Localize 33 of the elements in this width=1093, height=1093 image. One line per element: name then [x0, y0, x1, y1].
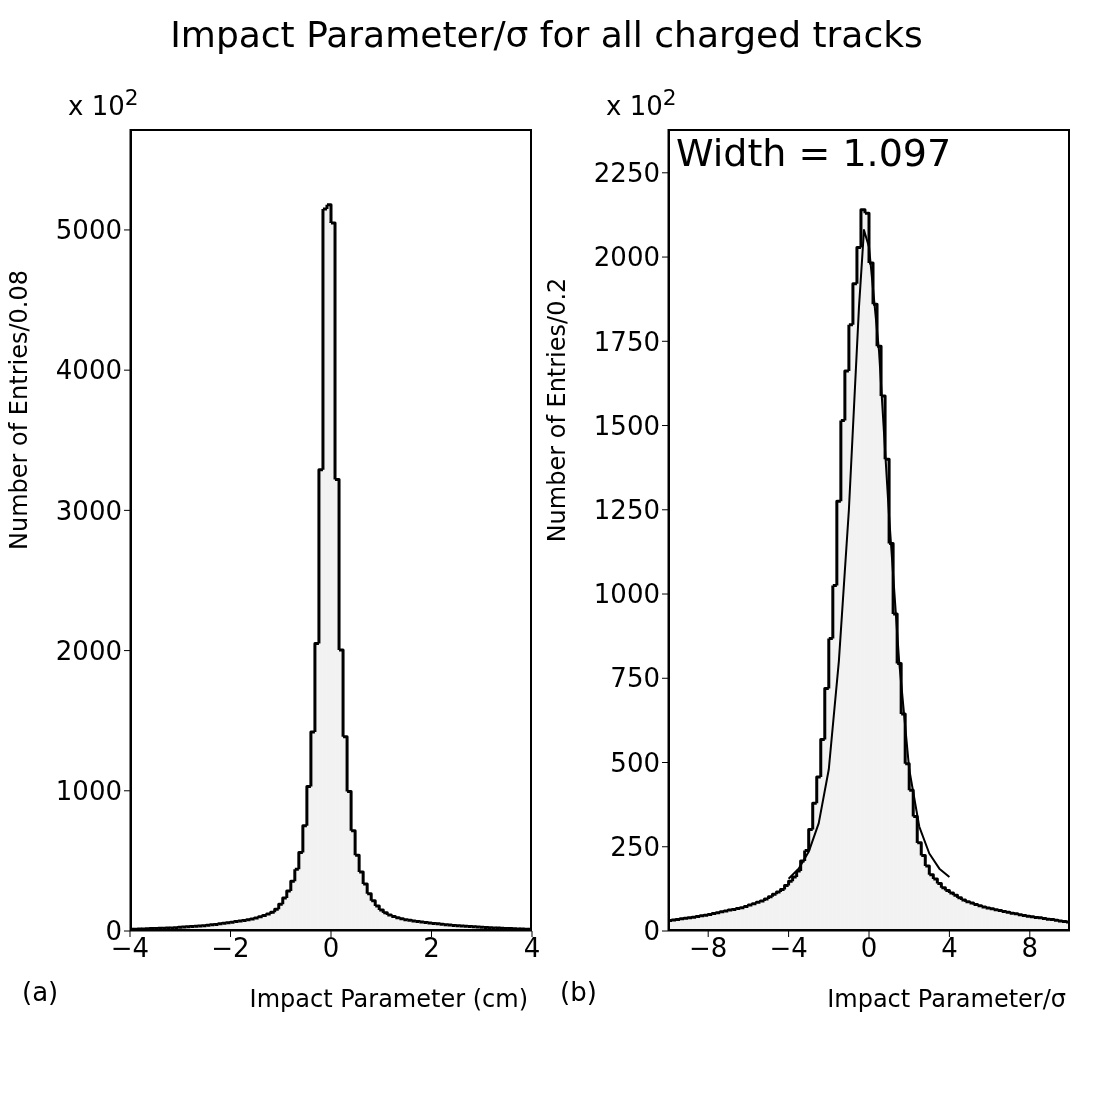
x-axis-title: Impact Parameter/σ — [827, 985, 1066, 1013]
y-tick-label: 1000 — [55, 776, 122, 807]
annotation: Width = 1.097 — [676, 131, 952, 175]
x-tick-label: 2 — [423, 933, 440, 964]
x-tick-label: 0 — [860, 933, 878, 964]
y-axis-title: Number of Entries/0.2 — [542, 277, 571, 543]
y-tick-label: 1000 — [593, 579, 660, 610]
text: (a) — [22, 977, 59, 1007]
x-tick-label: 4 — [523, 933, 541, 964]
y-tick-label: 500 — [610, 747, 660, 778]
text: x 10$^{2}$ — [606, 85, 677, 121]
y-tick-label: 250 — [610, 831, 660, 862]
y-tick-label: 1500 — [593, 410, 660, 441]
x-tick-label: −4 — [769, 933, 808, 964]
chart-title: Impact Parameter/σ for all charged tracks — [169, 13, 924, 57]
y-tick-label: 2000 — [55, 635, 122, 666]
x-tick-label: −8 — [689, 933, 728, 964]
y-tick-label: 1750 — [593, 326, 660, 357]
x-tick-label: 0 — [322, 933, 340, 964]
y-tick-label: 1250 — [593, 495, 660, 526]
y-axis-title: Number of Entries/0.08 — [4, 270, 33, 550]
text: (b) — [560, 977, 597, 1007]
text: x 10$^{2}$ — [68, 85, 139, 121]
y-tick-label: 3000 — [55, 495, 122, 526]
x-axis-title: Impact Parameter (cm) — [249, 985, 528, 1013]
y-tick-label: 5000 — [55, 215, 122, 246]
y-tick-label: 750 — [610, 663, 660, 694]
x-tick-label: −2 — [211, 933, 250, 964]
x-tick-label: 8 — [1021, 933, 1039, 964]
y-tick-label: 4000 — [55, 355, 122, 386]
x-tick-label: 4 — [941, 933, 958, 964]
y-tick-label: 2000 — [593, 242, 660, 273]
y-tick-label: 2250 — [593, 158, 660, 189]
